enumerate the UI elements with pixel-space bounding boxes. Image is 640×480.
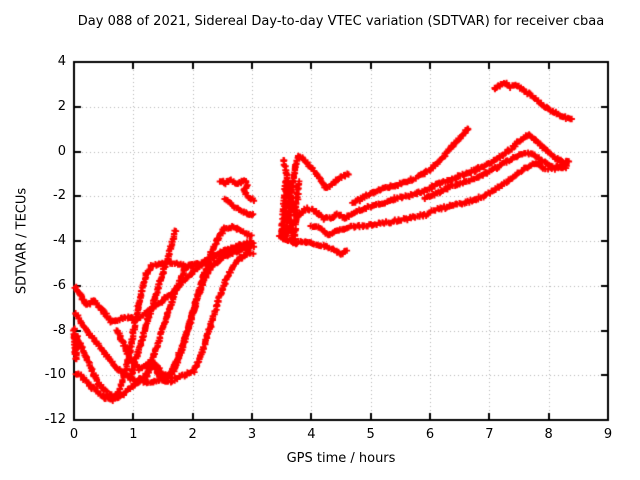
x-tick-label: 1 — [129, 427, 138, 442]
y-tick-label: -6 — [53, 277, 66, 293]
y-tick-label: -8 — [53, 322, 66, 338]
x-tick-label: 6 — [425, 427, 435, 442]
y-tick-label: 4 — [57, 54, 66, 69]
x-tick-label: 5 — [366, 427, 375, 442]
x-tick-label: 8 — [544, 427, 553, 442]
y-tick-label: -10 — [44, 367, 66, 383]
y-tick-label: -12 — [44, 412, 66, 427]
x-axis-label: GPS time / hours — [286, 451, 396, 466]
x-tick-label: 4 — [307, 427, 316, 442]
y-tick-label: 0 — [57, 143, 66, 159]
y-tick-label: 2 — [57, 98, 66, 114]
x-tick-label: 2 — [188, 427, 197, 442]
x-tick-label: 9 — [603, 427, 613, 442]
x-tick-label: 0 — [69, 427, 79, 442]
chart-title: Day 088 of 2021, Sidereal Day-to-day VTE… — [77, 14, 605, 29]
x-tick-label: 3 — [247, 427, 257, 442]
x-tick-label: 7 — [485, 427, 494, 442]
y-tick-label: -2 — [53, 188, 66, 204]
y-tick-label: -4 — [53, 233, 66, 248]
